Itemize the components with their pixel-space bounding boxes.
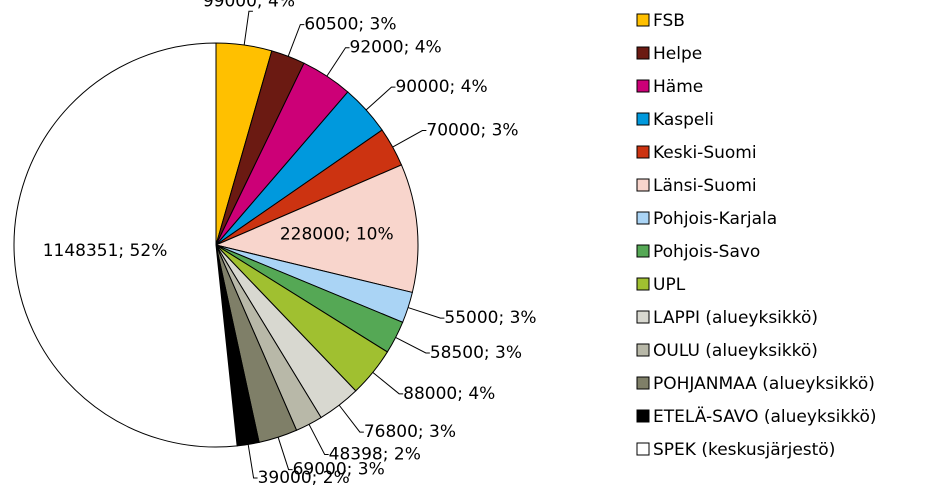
legend-label: OULU (alueyksikkö) [653,341,818,361]
legend-label: FSB [653,11,685,31]
legend-label: UPL [653,275,686,295]
legend-label: LAPPI (alueyksikkö) [653,308,818,328]
legend-swatch [636,343,650,357]
legend-swatch [636,145,650,159]
legend-label: ETELÄ-SAVO (alueyksikkö) [653,406,877,427]
leader-line [338,404,364,433]
legend-label: Länsi-Suomi [653,176,757,196]
legend-label: Häme [653,77,703,97]
legend-swatch [636,13,650,27]
leader-line [277,437,293,471]
data-label: 228000; 10% [280,225,394,245]
legend-label: POHJANMAA (alueyksikkö) [653,374,875,394]
legend-label: SPEK (keskusjärjestö) [653,440,835,460]
leader-line [372,371,404,395]
leader-line [395,336,430,354]
leader-line [392,130,427,148]
data-label: 1148351; 52% [43,241,168,261]
legend-label: Pohjois-Savo [653,242,760,262]
legend-label: Keski-Suomi [653,143,757,163]
leader-line [407,307,445,319]
leader-line [247,444,258,479]
legend-swatch [636,244,650,258]
legend-swatch [636,46,650,60]
legend-swatch [636,277,650,291]
leader-line [287,24,305,57]
leader-line [243,10,253,46]
data-label: 92000; 4% [350,38,442,58]
data-label: 69000; 3% [293,460,385,480]
data-label: 90000; 4% [395,77,487,97]
legend-swatch [636,178,650,192]
legend-swatch [636,409,650,423]
leader-line [365,86,396,111]
legend-swatch [636,79,650,93]
data-label: 70000; 3% [426,121,518,141]
data-label: 88000; 4% [403,384,495,404]
legend-swatch [636,211,650,225]
legend-label: Helpe [653,44,702,64]
legend-swatch [636,442,650,456]
pie-slice [214,164,419,294]
data-label: 99000; 4% [203,0,295,11]
legend-label: Pohjois-Karjala [653,209,777,229]
data-label: 76800; 3% [364,422,456,442]
legend-swatch [636,376,650,390]
data-label: 48398; 2% [329,444,421,464]
leader-line [308,424,329,455]
data-label: 58500; 3% [430,343,522,363]
legend-label: Kaspeli [653,110,714,130]
pie-slice [13,42,238,448]
legend-swatch [636,112,650,126]
legend-swatch [636,310,650,324]
data-label: 39000; 2% [258,468,350,488]
data-label: 60500; 3% [304,15,396,35]
leader-line [326,47,350,77]
data-label: 55000; 3% [444,308,536,328]
